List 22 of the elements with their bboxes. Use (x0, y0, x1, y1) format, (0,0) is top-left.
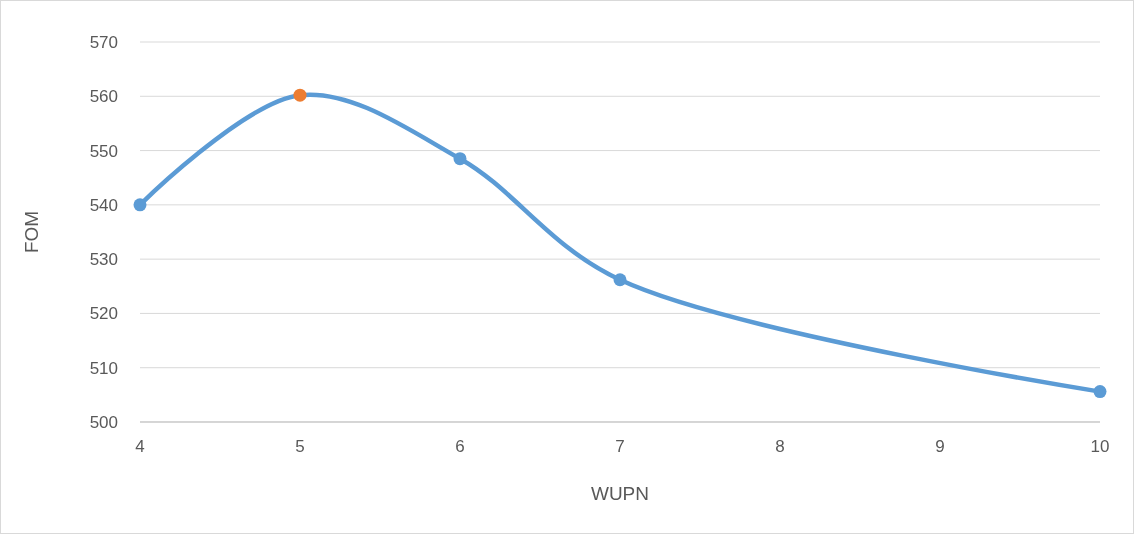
point (293, 88, 307, 102)
point (1093, 385, 1107, 399)
y-tick-label: 510 (89, 358, 118, 378)
x-tick-label: 8 (775, 437, 785, 456)
y-tick-label: 560 (89, 87, 118, 107)
x-tick-label: 6 (455, 437, 465, 456)
y-tick-label: 570 (89, 32, 118, 52)
x-axis-title: WUPN (590, 483, 650, 504)
y-tick-label: 500 (89, 412, 118, 432)
y-tick-label: 550 (89, 141, 118, 161)
point (453, 152, 467, 166)
x-tick-label: 4 (135, 437, 145, 456)
y-tick-label: 540 (89, 195, 118, 215)
point (133, 198, 147, 212)
x-tick-label: 7 (615, 437, 625, 456)
y-tick-label: 520 (89, 304, 118, 324)
y-tick-label: 530 (89, 250, 118, 270)
x-tick-label: 9 (935, 437, 945, 456)
y-axis-title: FOM (21, 210, 42, 254)
x-tick-label: 10 (1090, 437, 1110, 456)
x-tick-label: 5 (295, 437, 305, 456)
point (613, 273, 627, 287)
